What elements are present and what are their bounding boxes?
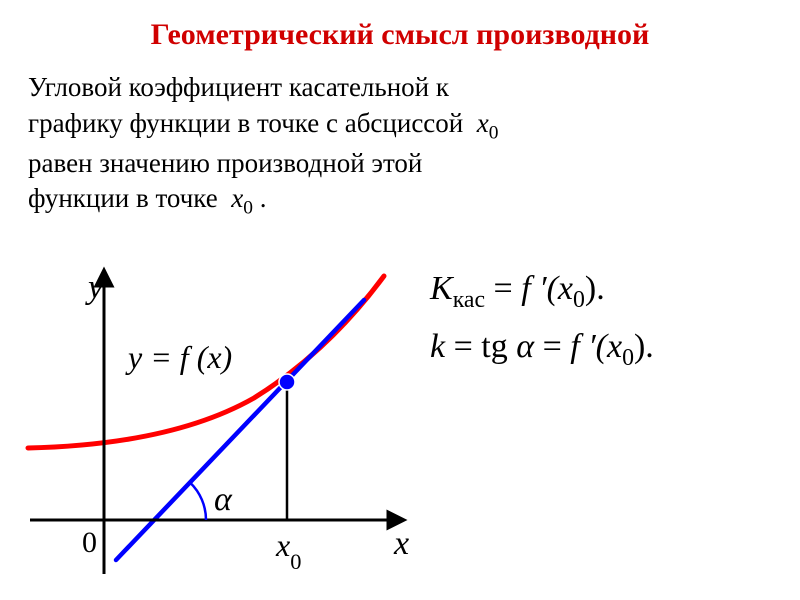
formula-k-tg-alpha: k = tg α = f ′(x0). xyxy=(430,328,790,372)
body-line-2: графику функции в точке с абсциссой x0 xyxy=(28,106,772,146)
x0-sub-1: 0 xyxy=(489,122,499,143)
body-line-2-text: графику функции в точке с абсциссой xyxy=(28,108,463,138)
f2-eq1: = xyxy=(445,328,481,365)
body-line-4-text: функции в точке xyxy=(28,183,218,213)
chart-label-fx: y = f (x) xyxy=(125,339,232,375)
body-line-4: функции в точке x0 . xyxy=(28,181,772,221)
x0-inline-2: x0 xyxy=(231,183,253,213)
f1-Ksub: кас xyxy=(453,287,485,313)
f2-close: ). xyxy=(634,328,654,365)
chart-label-x0: x0 xyxy=(275,527,301,574)
f1-K: K xyxy=(430,270,453,307)
f1-eq: = xyxy=(485,270,521,307)
page-title: Геометрический смысл производной xyxy=(0,0,800,62)
f1-close: ). xyxy=(585,270,605,307)
body-line-3: равен значению производной этой xyxy=(28,146,772,182)
chart-svg: yx0y = f (x)αx0 xyxy=(24,260,424,580)
x0-sub-2: 0 xyxy=(243,198,253,219)
chart-label-alpha: α xyxy=(214,481,233,518)
f2-sub0: 0 xyxy=(622,345,634,371)
f2-fprime: f ′(x xyxy=(570,328,622,365)
x0-inline-1: x0 xyxy=(477,108,499,138)
tangent-point xyxy=(279,374,295,390)
chart-label-y: y xyxy=(85,269,104,306)
body-line-1: Угловой коэффициент касательной к xyxy=(28,70,772,106)
f1-fprime: f ′(x xyxy=(521,270,573,307)
f2-k: k xyxy=(430,328,445,365)
explanation-text: Угловой коэффициент касательной к график… xyxy=(0,62,800,221)
formulas-block: Kкас = f ′(x0). k = tg α = f ′(x0). xyxy=(430,270,790,386)
chart-label-origin: 0 xyxy=(82,526,97,559)
f1-sub0: 0 xyxy=(573,287,585,313)
f2-alpha: α xyxy=(516,328,534,365)
x0-sym-2: x xyxy=(231,183,243,213)
angle-arc xyxy=(190,483,206,520)
chart-label-x: x xyxy=(393,525,409,562)
f2-eq2: = xyxy=(534,328,570,365)
derivative-diagram: yx0y = f (x)αx0 xyxy=(24,260,424,580)
f2-tg: tg xyxy=(481,328,507,365)
x0-sym-1: x xyxy=(477,108,489,138)
formula-k-tangent: Kкас = f ′(x0). xyxy=(430,270,790,314)
